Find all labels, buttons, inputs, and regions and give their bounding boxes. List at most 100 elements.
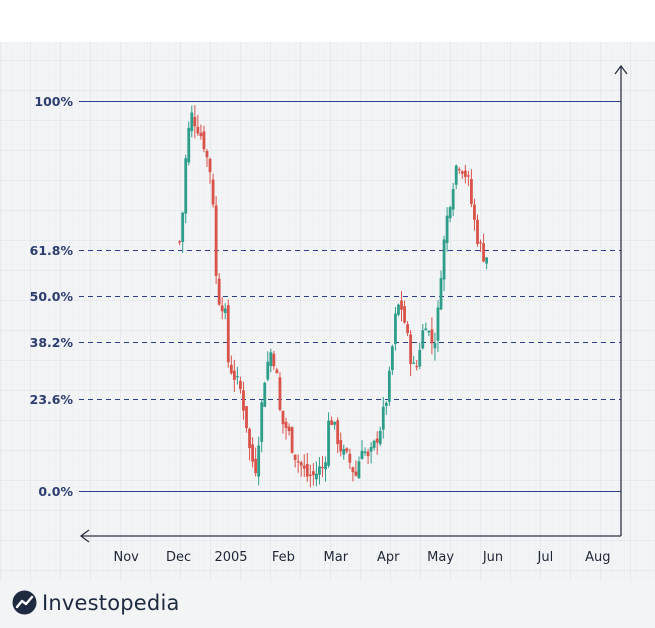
chart-grid <box>0 42 655 580</box>
candle-body <box>266 361 270 380</box>
candle-body <box>476 219 479 244</box>
candle-body <box>451 189 455 210</box>
fib-level-label: 38.2% <box>30 335 74 350</box>
candle-body <box>217 278 221 305</box>
candle-body <box>302 465 306 469</box>
candle-body <box>418 349 422 367</box>
fib-level-label: 50.0% <box>30 289 74 304</box>
candle-body <box>248 428 251 449</box>
x-axis-arrow-icon <box>79 529 90 543</box>
candle-body <box>427 331 431 333</box>
candle-body <box>397 304 400 315</box>
candle-body <box>384 402 388 406</box>
candle-body <box>354 471 358 476</box>
candle-body <box>272 353 276 367</box>
candle-body <box>305 464 309 477</box>
candle-body <box>202 131 206 150</box>
candle-body <box>439 278 443 310</box>
candle-body <box>232 370 236 380</box>
candle-body <box>442 239 446 280</box>
candle-body <box>460 171 464 174</box>
candle-body <box>275 369 279 374</box>
candle-body <box>263 382 267 407</box>
candle-body <box>205 150 209 158</box>
candle-body <box>293 454 297 460</box>
candle-body <box>403 306 406 323</box>
candle-body <box>211 179 215 205</box>
candle-body <box>406 324 409 334</box>
candlestick-series <box>178 105 489 488</box>
candle-body <box>235 376 239 378</box>
candle-body <box>342 449 346 455</box>
candle-body <box>187 127 191 163</box>
candle-body <box>315 473 318 480</box>
candle-body <box>457 169 461 171</box>
candle-body <box>412 362 416 364</box>
candle-body <box>372 440 376 448</box>
candle-body <box>321 466 324 469</box>
candle-body <box>454 165 458 185</box>
candle-body <box>318 466 321 475</box>
candle-body <box>345 448 349 452</box>
brand-logo: Investopedia <box>12 590 180 615</box>
candle-body <box>463 170 467 177</box>
candle-body <box>229 364 233 374</box>
brand-name: Investopedia <box>42 590 180 615</box>
candle-body <box>281 410 285 425</box>
candle-body <box>409 334 413 364</box>
candle-body <box>199 132 203 137</box>
candle-body <box>470 179 473 204</box>
x-tick-label: Dec <box>166 550 191 565</box>
candle-body <box>436 307 440 341</box>
candle-body <box>360 450 364 460</box>
candle-body <box>363 451 367 453</box>
candle-body <box>400 300 403 310</box>
candle-body <box>214 205 218 276</box>
fib-level-label: 100% <box>34 94 73 109</box>
candle-body <box>226 305 230 363</box>
candle-body <box>448 207 452 219</box>
axes <box>79 64 628 543</box>
x-tick-label: Mar <box>324 550 349 565</box>
candle-body <box>348 453 352 463</box>
x-tick-label: Nov <box>114 550 140 565</box>
candle-body <box>375 438 379 443</box>
candle-body <box>394 313 397 344</box>
candle-body <box>184 158 188 214</box>
candle-body <box>257 445 261 477</box>
candle-body <box>220 305 224 312</box>
candle-body <box>324 462 327 470</box>
candle-body <box>311 471 315 476</box>
candle-body <box>482 243 485 262</box>
candle-body <box>381 406 385 430</box>
candle-body <box>287 426 291 432</box>
candle-body <box>433 343 437 349</box>
candle-body <box>254 458 258 474</box>
candle-body <box>327 420 330 466</box>
candle-body <box>178 241 182 243</box>
candle-body <box>466 175 470 177</box>
candle-body <box>269 352 273 367</box>
x-tick-label: 2005 <box>214 550 247 565</box>
candle-body <box>369 446 373 452</box>
fibonacci-levels: 100% 61.8% 50.0% 38.2% 23.6% 0.0% <box>30 94 621 499</box>
candle-body <box>357 461 361 479</box>
candle-body <box>251 444 254 462</box>
candle-body <box>390 346 394 371</box>
x-tick-label: Jul <box>537 550 554 565</box>
candle-body <box>284 421 288 429</box>
candle-body <box>424 328 428 331</box>
candle-body <box>473 204 476 220</box>
candle-body <box>260 402 264 442</box>
x-axis-ticks: Nov Dec 2005 Feb Mar Apr May Jun Jul Aug <box>114 550 611 565</box>
candle-body <box>239 380 242 390</box>
candle-body <box>242 390 245 411</box>
candle-body <box>430 329 434 344</box>
x-tick-label: Apr <box>377 550 400 565</box>
x-tick-label: Feb <box>272 550 295 565</box>
fib-level-label: 0.0% <box>38 484 73 499</box>
investopedia-logo-icon <box>12 590 37 615</box>
candle-body <box>336 420 340 445</box>
candle-body <box>333 421 337 425</box>
